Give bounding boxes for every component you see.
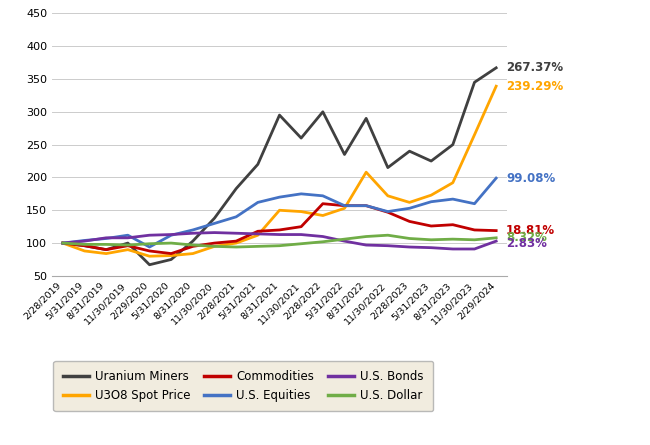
- Text: 239.29%: 239.29%: [506, 80, 563, 93]
- Legend: Uranium Miners, U3O8 Spot Price, Commodities, U.S. Equities, U.S. Bonds, U.S. Do: Uranium Miners, U3O8 Spot Price, Commodi…: [53, 360, 433, 411]
- Text: 2.83%: 2.83%: [506, 237, 547, 250]
- Text: 267.37%: 267.37%: [506, 61, 563, 74]
- Text: 8.32%: 8.32%: [506, 231, 547, 244]
- Text: 18.81%: 18.81%: [506, 224, 555, 237]
- Text: 99.08%: 99.08%: [506, 172, 555, 185]
